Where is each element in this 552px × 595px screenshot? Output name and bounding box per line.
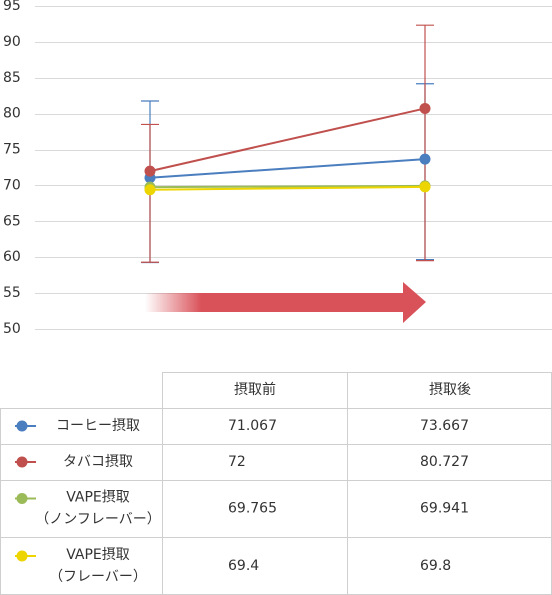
y-tick-label: 80: [3, 106, 21, 122]
plot: [141, 24, 434, 264]
series-line: [149, 185, 426, 191]
y-tick-label: 85: [3, 70, 21, 86]
point: [419, 153, 431, 165]
table-value: 69.8: [420, 558, 451, 574]
legend-marker: [16, 550, 28, 562]
y-tick-label: 65: [3, 213, 21, 229]
y-tick-label: 95: [3, 0, 21, 14]
legend-label: タバコ摂取: [63, 454, 133, 470]
table-value: 73.667: [420, 418, 469, 434]
y-tick-label: 55: [3, 285, 21, 301]
table-value: 69.941: [420, 501, 469, 517]
point: [419, 102, 431, 114]
legend-label: コーヒー摂取: [56, 418, 140, 434]
legend-marker: [16, 420, 28, 432]
point: [419, 181, 431, 193]
series-line: [149, 158, 426, 179]
legend-label: VAPE摂取（ノンフレーバー）: [35, 490, 160, 528]
table-value: 80.727: [420, 454, 469, 470]
error-bar: [416, 24, 434, 262]
series-line: [149, 107, 426, 173]
table-value: 72: [228, 454, 246, 470]
legend-marker: [16, 456, 28, 468]
y-tick-label: 70: [3, 177, 21, 193]
point: [144, 184, 156, 196]
arrow: [145, 282, 426, 323]
point: [144, 165, 156, 177]
column-header: 摂取後: [429, 382, 471, 398]
legend-label: VAPE摂取（フレーバー）: [49, 547, 147, 585]
y-tick-label: 60: [3, 249, 21, 265]
y-tick-label: 90: [3, 34, 21, 50]
series-line: [149, 184, 426, 189]
y-tick-label: 50: [3, 321, 21, 337]
table-value: 71.067: [228, 418, 277, 434]
column-header: 摂取前: [234, 381, 276, 398]
y-tick-label: 75: [3, 142, 21, 158]
grid: 50 55 60 65 70 75 80 85 90 95: [3, 0, 552, 337]
table-value: 69.4: [228, 558, 259, 574]
legend-marker: [16, 493, 28, 504]
table-value: 69.765: [228, 501, 277, 517]
